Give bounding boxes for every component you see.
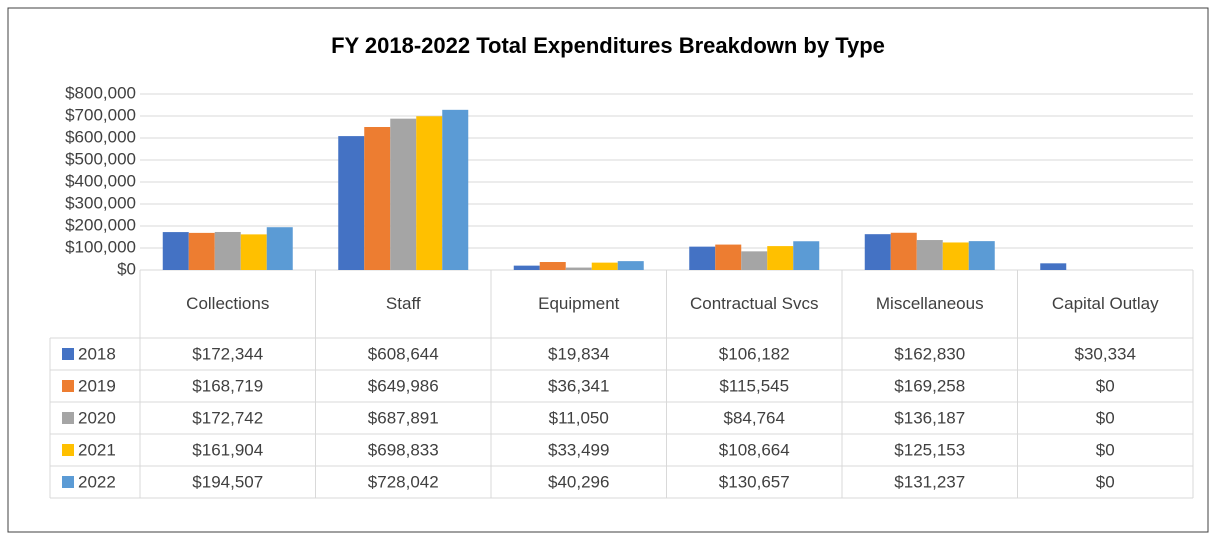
table-value: $0 <box>1096 376 1115 395</box>
table-value: $130,657 <box>719 472 790 491</box>
table-value: $728,042 <box>368 472 439 491</box>
table-value: $172,742 <box>192 408 263 427</box>
table-value: $162,830 <box>894 344 965 363</box>
bar <box>442 109 469 271</box>
category-header: Contractual Svcs <box>667 270 843 338</box>
legend-key <box>62 476 74 488</box>
bar <box>968 241 995 270</box>
bar <box>942 242 969 270</box>
table-value: $36,341 <box>548 376 609 395</box>
bar <box>338 136 365 270</box>
category-header: Collections <box>140 270 316 338</box>
bar <box>162 232 189 270</box>
table-value: $125,153 <box>894 440 965 459</box>
bar <box>539 262 566 270</box>
bar <box>390 118 417 271</box>
category-header: Miscellaneous <box>842 270 1018 338</box>
x-tick-label: Miscellaneous <box>875 293 984 313</box>
table-value: $30,334 <box>1075 344 1136 363</box>
bar <box>513 265 540 270</box>
bar <box>767 246 794 270</box>
table-value: $169,258 <box>894 376 965 395</box>
y-tick-label: $500,000 <box>65 149 136 168</box>
bar <box>890 232 917 270</box>
table-value: $687,891 <box>368 408 439 427</box>
table-value: $136,187 <box>894 408 965 427</box>
bar <box>214 231 241 270</box>
bar <box>715 244 742 270</box>
table-value: $161,904 <box>192 440 263 459</box>
table-value: $172,344 <box>192 344 263 363</box>
legend-label: 2021 <box>78 440 116 459</box>
y-tick-label: $0 <box>117 259 136 278</box>
category-header: Equipment <box>491 270 667 338</box>
y-tick-label: $100,000 <box>65 237 136 256</box>
chart-title: FY 2018-2022 Total Expenditures Breakdow… <box>331 33 885 58</box>
category-cell: Equipment <box>491 270 667 338</box>
y-tick-label: $800,000 <box>65 83 136 102</box>
legend-key <box>62 380 74 392</box>
table-value: $115,545 <box>719 376 789 395</box>
bar <box>188 232 215 270</box>
legend-label: 2018 <box>78 344 116 363</box>
table-value: $649,986 <box>368 376 439 395</box>
table-value: $0 <box>1096 472 1115 491</box>
x-tick-label: Staff <box>385 293 421 313</box>
x-tick-label: Capital Outlay <box>1051 293 1159 313</box>
table-value: $33,499 <box>548 440 609 459</box>
bar <box>689 246 716 270</box>
category-header: Staff <box>316 270 492 338</box>
bar <box>741 251 768 270</box>
table-value: $0 <box>1096 440 1115 459</box>
category-cell: Staff <box>316 270 492 338</box>
bar <box>1040 263 1067 270</box>
y-tick-label: $700,000 <box>65 105 136 124</box>
x-tick-label: Equipment <box>538 293 620 313</box>
table-value: $106,182 <box>719 344 790 363</box>
category-header: Capital Outlay <box>1018 270 1194 338</box>
bar <box>793 241 820 270</box>
table-value: $131,237 <box>894 472 965 491</box>
legend-key <box>62 444 74 456</box>
bar <box>617 261 644 270</box>
table-value: $40,296 <box>548 472 609 491</box>
bar <box>416 116 443 270</box>
bar <box>240 234 267 270</box>
table-value: $84,764 <box>724 408 785 427</box>
bar <box>864 234 891 270</box>
table-value: $168,719 <box>192 376 263 395</box>
category-cell: Contractual Svcs <box>667 270 843 338</box>
y-tick-label: $600,000 <box>65 127 136 146</box>
table-value: $608,644 <box>368 344 439 363</box>
x-tick-label: Contractual Svcs <box>690 293 819 313</box>
legend-label: 2022 <box>78 472 116 491</box>
legend-label: 2019 <box>78 376 116 395</box>
category-cell: Capital Outlay <box>1018 270 1194 338</box>
legend-key <box>62 412 74 424</box>
category-cell: Collections <box>140 270 316 338</box>
bar <box>364 127 391 270</box>
y-tick-label: $300,000 <box>65 193 136 212</box>
bar <box>266 227 293 270</box>
table-value: $0 <box>1096 408 1115 427</box>
x-tick-label: Collections <box>186 293 270 313</box>
table-value: $108,664 <box>719 440 790 459</box>
category-cell: Miscellaneous <box>842 270 1018 338</box>
y-tick-label: $400,000 <box>65 171 136 190</box>
bar <box>565 267 592 270</box>
bar <box>916 240 943 270</box>
table-value: $194,507 <box>192 472 263 491</box>
table-value: $698,833 <box>368 440 439 459</box>
bar <box>591 262 618 270</box>
legend-key <box>62 348 74 360</box>
legend-label: 2020 <box>78 408 116 427</box>
table-value: $19,834 <box>548 344 609 363</box>
table-value: $11,050 <box>549 408 609 427</box>
y-tick-label: $200,000 <box>65 215 136 234</box>
